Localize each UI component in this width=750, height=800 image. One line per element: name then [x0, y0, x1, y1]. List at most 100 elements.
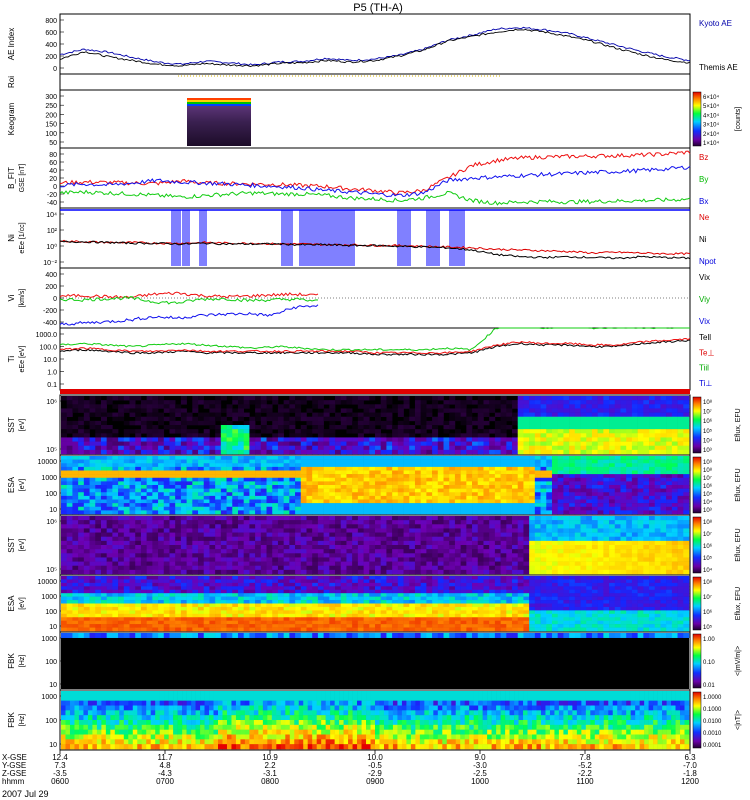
spectrogram-cell	[129, 408, 136, 413]
spectrogram-cell	[146, 495, 153, 500]
spectrogram-cell	[340, 420, 347, 426]
spectrogram-cell	[272, 412, 279, 418]
spectrogram-cell	[158, 449, 165, 455]
spectrogram-cell	[375, 536, 382, 542]
spectrogram-cell	[677, 532, 684, 538]
spectrogram-cell	[357, 429, 364, 434]
spectrogram-cell	[386, 557, 393, 562]
spectrogram-cell	[574, 437, 581, 442]
spectrogram-cell	[118, 470, 125, 475]
spectrogram-cell	[237, 412, 244, 418]
spectrogram-cell	[329, 463, 336, 468]
spectrogram-cell	[295, 499, 302, 504]
spectrogram-cell	[432, 561, 439, 567]
spectrogram-cell	[574, 520, 581, 525]
spectrogram-cell	[614, 459, 621, 464]
spectrogram-cell	[449, 459, 456, 464]
spectrogram-cell	[369, 456, 376, 460]
spectrogram-cell	[312, 416, 319, 422]
spectrogram-cell	[500, 561, 507, 567]
spectrogram-cell	[557, 553, 564, 558]
spectrogram-cell	[426, 520, 433, 525]
spectrogram-cell	[123, 449, 130, 455]
spectrogram-cell	[643, 492, 650, 497]
spectrogram-cell	[489, 459, 496, 464]
spectrogram-cell	[403, 449, 410, 455]
spectrogram-cell	[426, 516, 433, 521]
spectrogram-cell	[135, 516, 142, 521]
spectrogram-cell	[671, 429, 678, 434]
spectrogram-cell	[523, 441, 530, 447]
spectrogram-cell	[198, 540, 205, 546]
spectrogram-cell	[500, 437, 507, 442]
spectrogram-cell	[61, 445, 68, 451]
spectrogram-cell	[620, 449, 627, 455]
spectrogram-cell	[534, 408, 541, 413]
spectrogram-cell	[100, 520, 107, 525]
spectrogram-cell	[369, 408, 376, 413]
spectrogram-cell	[180, 466, 187, 471]
spectrogram-cell	[323, 445, 330, 451]
spectrogram-cell	[335, 540, 342, 546]
spectrogram-cell	[649, 470, 656, 475]
spectrogram-cell	[540, 459, 547, 464]
spectrogram-cell	[649, 565, 656, 571]
spectrogram-cell	[420, 495, 427, 500]
spectrogram-cell	[666, 425, 673, 430]
spectrogram-cell	[323, 545, 330, 550]
spectrogram-cell	[135, 488, 142, 493]
spectrogram-cell	[506, 466, 513, 471]
spectrogram-cell	[403, 429, 410, 434]
spectrogram-cell	[363, 536, 370, 542]
spectrogram-cell	[523, 412, 530, 418]
spectrogram-cell	[660, 456, 667, 460]
spectrogram-cell	[300, 474, 307, 479]
spectrogram-cell	[546, 437, 553, 442]
spectrogram-cell	[306, 528, 313, 533]
spectrogram-cell	[403, 396, 410, 401]
spectrogram-cell	[357, 474, 364, 479]
spectrogram-cell	[540, 445, 547, 451]
spectrogram-cell	[397, 445, 404, 451]
spectrogram-cell	[437, 495, 444, 500]
spectrogram-cell	[215, 437, 222, 442]
spectrogram-cell	[312, 437, 319, 442]
spectrogram-cell	[95, 589, 102, 594]
spectrogram-cell	[329, 553, 336, 558]
spectrogram-cell	[466, 416, 473, 422]
spectrogram-cell	[232, 516, 239, 521]
spectrogram-cell	[158, 561, 165, 567]
spectrogram-cell	[591, 425, 598, 430]
spectrogram-cell	[472, 416, 479, 422]
spectrogram-cell	[237, 477, 244, 482]
spectrogram-cell	[494, 532, 501, 538]
spectrogram-cell	[306, 437, 313, 442]
spectrogram-cell	[89, 603, 96, 608]
spectrogram-cell	[295, 416, 302, 422]
spectrogram-cell	[123, 624, 130, 628]
spectrogram-cell	[158, 495, 165, 500]
spectrogram-cell	[591, 429, 598, 434]
spectrogram-cell	[215, 499, 222, 504]
spectrogram-cell	[500, 412, 507, 418]
spectrogram-cell	[426, 445, 433, 451]
spectrogram-cell	[312, 463, 319, 468]
spectrogram-cell	[352, 470, 359, 475]
spectrogram-cell	[683, 553, 690, 558]
spectrogram-cell	[551, 569, 558, 575]
spectrogram-cell	[574, 569, 581, 575]
spectrogram-cell	[437, 412, 444, 418]
spectrogram-cell	[683, 510, 690, 515]
spectrogram-cell	[323, 474, 330, 479]
spectrogram-cell	[323, 463, 330, 468]
spectrogram-cell	[414, 510, 421, 515]
spectrogram-cell	[414, 466, 421, 471]
spectrogram-cell	[517, 425, 524, 430]
spectrogram-cell	[112, 528, 119, 533]
spectrogram-cell	[112, 485, 119, 489]
spectrogram-cell	[671, 492, 678, 497]
spectrogram-cell	[414, 412, 421, 418]
spectrogram-cell	[483, 429, 490, 434]
spectrogram-cell	[158, 557, 165, 562]
spectrogram-cell	[146, 536, 153, 542]
